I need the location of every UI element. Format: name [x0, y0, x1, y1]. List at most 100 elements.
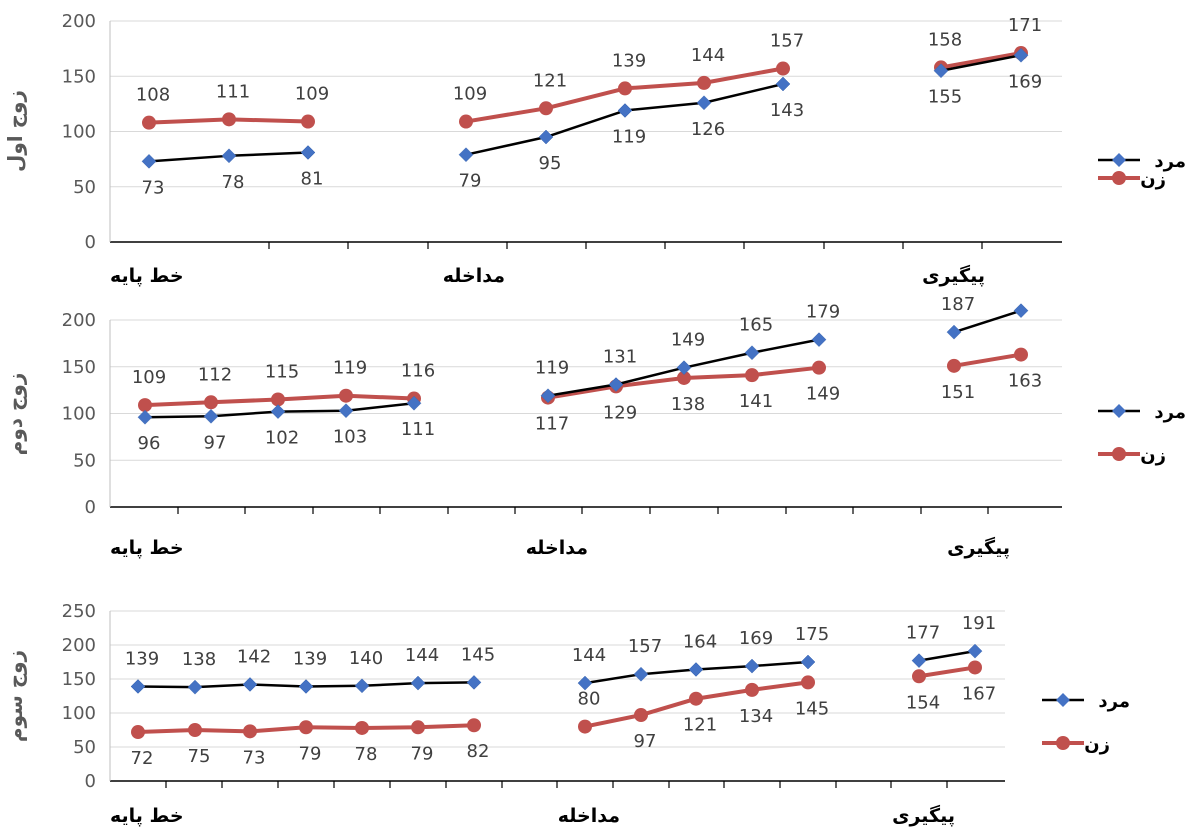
men-data-label: 142: [237, 646, 271, 667]
legend-men-label: مرد: [1098, 691, 1130, 712]
y-tick-label: 100: [62, 703, 96, 724]
women-data-label: 171: [1008, 15, 1042, 36]
women-data-label: 72: [131, 748, 154, 769]
men-point: [458, 147, 474, 163]
women-data-label: 79: [299, 743, 322, 764]
women-data-label: 157: [770, 31, 804, 52]
men-data-label: 143: [770, 100, 804, 121]
phase-label: پیگیری: [892, 804, 955, 827]
men-point: [540, 388, 556, 404]
women-point: [578, 719, 592, 734]
women-point: [776, 61, 790, 76]
men-data-label: 78: [222, 172, 245, 193]
y-tick-label: 200: [62, 11, 96, 32]
men-data-label: 138: [182, 649, 216, 670]
women-data-label: 75: [188, 746, 211, 767]
women-point: [138, 398, 152, 413]
legend-women-label: زن: [1140, 169, 1166, 190]
y-tick-label: 50: [73, 737, 96, 758]
men-point: [933, 63, 949, 79]
women-point: [411, 720, 425, 735]
men-point: [300, 145, 316, 160]
men-data-label: 169: [739, 628, 773, 649]
women-point: [459, 114, 473, 129]
women-data-label: 111: [216, 81, 250, 102]
men-data-label: 165: [739, 315, 773, 336]
women-data-label: 158: [928, 29, 962, 50]
men-series-line: [918, 649, 976, 662]
men-data-label: 139: [125, 648, 159, 669]
men-data-label: 144: [572, 645, 606, 666]
women-data-label: 80: [578, 689, 601, 710]
y-tick-label: 250: [62, 601, 96, 622]
y-axis-label: زوج دوم: [3, 373, 27, 456]
women-point: [634, 708, 648, 723]
men-point: [696, 95, 712, 111]
women-data-label: 109: [295, 84, 329, 105]
men-data-label: 97: [204, 432, 227, 453]
men-data-label: 155: [928, 87, 962, 108]
men-data-label: 73: [142, 177, 165, 198]
women-data-label: 115: [265, 361, 299, 382]
men-point: [203, 408, 219, 424]
men-point: [633, 666, 649, 682]
women-point: [745, 368, 759, 383]
men-data-label: 119: [535, 358, 569, 379]
women-point: [677, 370, 691, 385]
phase-label: خط پایه: [110, 805, 184, 827]
men-point: [1013, 303, 1029, 319]
phase-label: مداخله: [558, 805, 620, 827]
y-tick-label: 50: [73, 450, 96, 471]
women-data-label: 119: [333, 358, 367, 379]
men-point: [242, 677, 258, 692]
y-axis-label: زوج اول: [3, 90, 27, 172]
men-data-label: 175: [795, 624, 829, 645]
legend-women-label: زن: [1140, 445, 1166, 466]
women-data-label: 108: [136, 85, 170, 106]
men-point: [1013, 47, 1029, 63]
women-series-line: [918, 665, 976, 679]
women-point: [299, 720, 313, 735]
legend-women-marker: [1112, 447, 1126, 461]
women-point: [467, 718, 481, 733]
legend-women-marker: [1112, 171, 1126, 185]
men-point: [538, 129, 554, 145]
women-point: [339, 388, 353, 403]
y-tick-label: 0: [85, 497, 96, 518]
men-point: [811, 332, 827, 347]
men-point: [338, 403, 354, 419]
men-data-label: 131: [603, 347, 637, 368]
men-data-label: 79: [459, 171, 482, 192]
men-point: [744, 658, 760, 674]
women-point: [222, 112, 236, 127]
women-data-label: 139: [612, 50, 646, 71]
women-point: [968, 660, 982, 675]
men-point: [688, 662, 704, 677]
phase-label: مداخله: [443, 265, 505, 287]
women-data-label: 145: [795, 698, 829, 719]
y-tick-label: 200: [62, 310, 96, 331]
legend-women-marker: [1056, 736, 1070, 750]
men-point: [911, 653, 927, 668]
y-tick-label: 50: [73, 177, 96, 198]
men-data-label: 191: [962, 613, 996, 634]
legend-women-label: زن: [1084, 734, 1110, 755]
men-data-label: 157: [628, 636, 662, 657]
men-data-label: 179: [806, 302, 840, 323]
women-data-label: 129: [603, 402, 637, 423]
y-tick-label: 100: [62, 404, 96, 425]
women-data-label: 154: [906, 692, 940, 713]
legend-men-marker: [1112, 153, 1126, 167]
y-tick-label: 0: [85, 771, 96, 792]
women-data-label: 163: [1008, 371, 1042, 392]
women-point: [142, 115, 156, 130]
men-point: [410, 675, 426, 691]
men-data-label: 144: [405, 645, 439, 666]
phase-label: خط پایه: [110, 537, 184, 559]
men-data-label: 177: [906, 623, 940, 644]
men-point: [608, 377, 624, 392]
men-data-label: 145: [461, 644, 495, 665]
women-data-label: 138: [671, 394, 705, 415]
women-series-line: [940, 51, 1022, 70]
men-point: [744, 345, 760, 361]
